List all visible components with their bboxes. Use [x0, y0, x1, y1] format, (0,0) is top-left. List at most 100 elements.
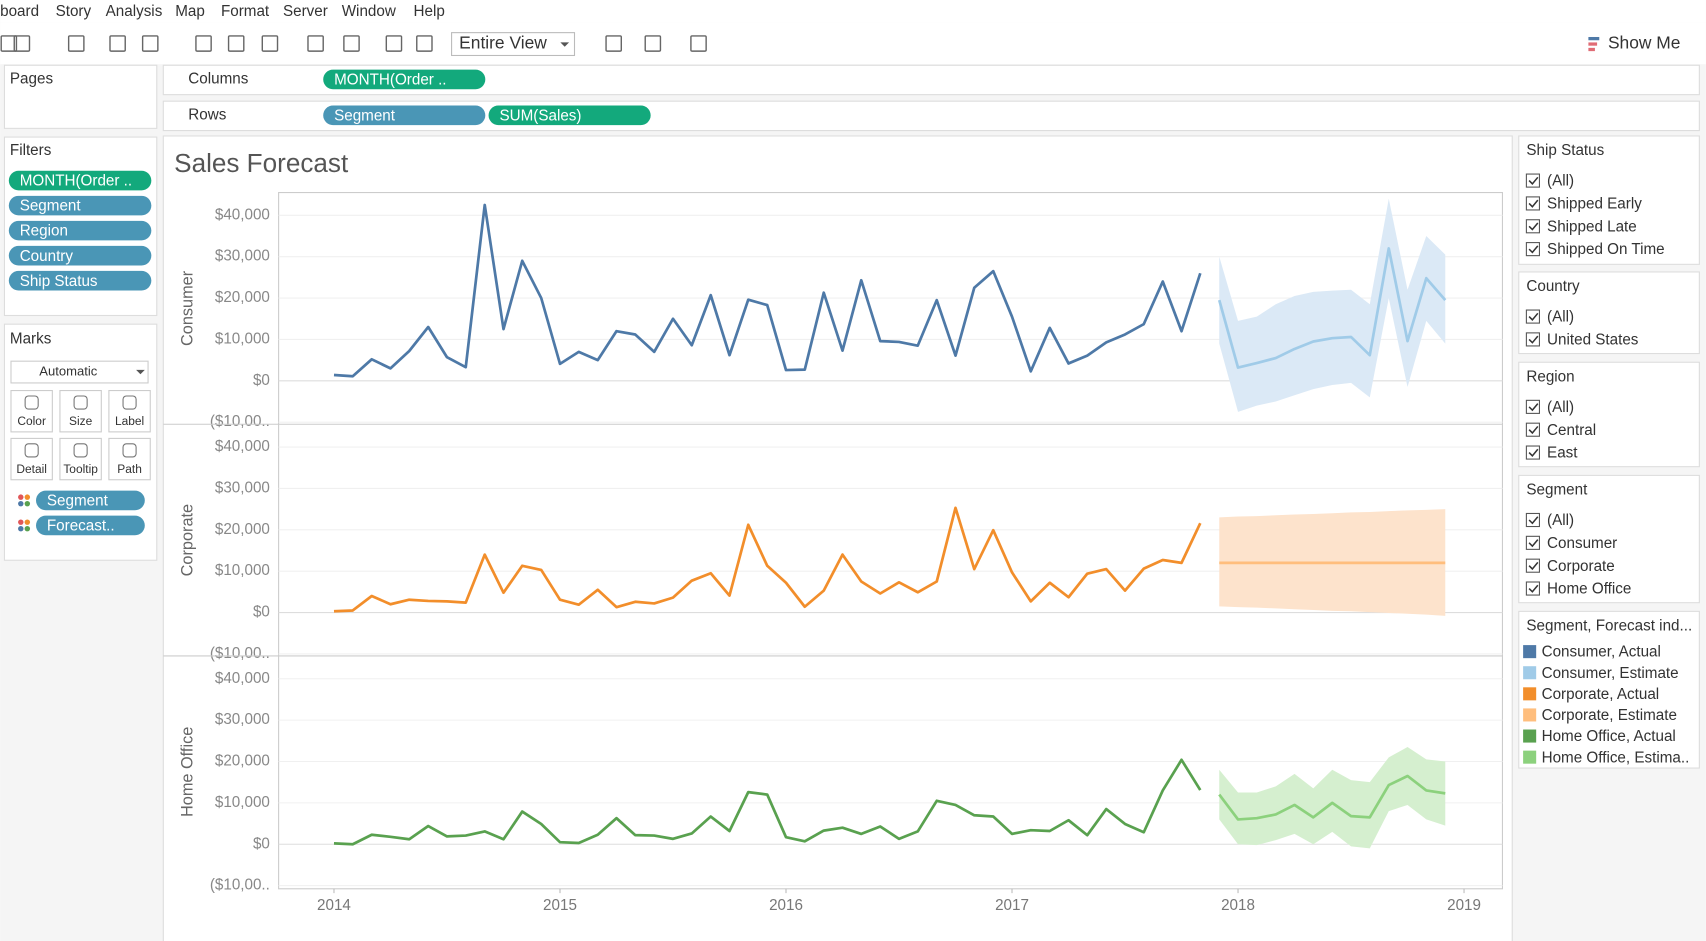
mark-type-dropdown[interactable]: [10, 360, 149, 384]
menu-item[interactable]: Analysis: [106, 3, 163, 20]
checkbox[interactable]: [1525, 581, 1540, 596]
filter-pill[interactable]: [8, 170, 152, 191]
color-icon: [18, 519, 24, 525]
filter-item[interactable]: Corporate: [1547, 558, 1615, 575]
toolbar-icon[interactable]: [227, 35, 245, 52]
legend-title: Segment, Forecast ind...: [1526, 618, 1692, 635]
marks-pill[interactable]: [36, 490, 145, 511]
y-tick-label: ($10,00..: [210, 645, 270, 662]
checkbox[interactable]: [1525, 535, 1540, 550]
series-line: [333, 758, 1202, 846]
mark-button[interactable]: [59, 437, 102, 481]
filter-item[interactable]: United States: [1547, 332, 1639, 349]
mark-button[interactable]: [108, 389, 151, 433]
toolbar-icon[interactable]: [109, 35, 126, 52]
mark-button[interactable]: [10, 389, 53, 433]
checkbox[interactable]: [1525, 219, 1540, 234]
menu-item[interactable]: board: [0, 3, 39, 20]
toolbar-icon[interactable]: [13, 35, 31, 52]
filter-item[interactable]: (All): [1547, 173, 1574, 190]
toolbar-icon[interactable]: [67, 35, 85, 52]
filter-item[interactable]: Shipped Late: [1547, 218, 1637, 235]
y-tick-label: $20,000: [215, 521, 270, 538]
filter-item[interactable]: Home Office: [1547, 581, 1631, 598]
filter-item[interactable]: Consumer: [1547, 535, 1617, 552]
fit-dropdown[interactable]: [451, 32, 576, 57]
checkmark: [1528, 425, 1539, 435]
fit-label: Entire View: [459, 33, 547, 53]
column-pill[interactable]: [323, 69, 486, 90]
menu-item[interactable]: Map: [175, 3, 205, 20]
menu-item[interactable]: Help: [414, 3, 445, 20]
filter-pill[interactable]: [8, 270, 152, 291]
checkbox[interactable]: [1525, 242, 1540, 257]
toolbar-icon[interactable]: [416, 35, 433, 52]
checkmark: [1528, 403, 1539, 412]
menu-item[interactable]: Window: [342, 3, 397, 20]
checkbox[interactable]: [1525, 445, 1540, 460]
legend-entry[interactable]: Home Office, Actual: [1542, 728, 1676, 745]
checkmark: [1528, 539, 1539, 548]
checkbox[interactable]: [1525, 309, 1540, 324]
filter-item[interactable]: Central: [1547, 422, 1596, 439]
filter-item[interactable]: (All): [1547, 399, 1574, 416]
toolbar-icon[interactable]: [690, 35, 707, 52]
checkbox[interactable]: [1525, 399, 1540, 414]
card: [1518, 361, 1700, 468]
filter-item[interactable]: Shipped On Time: [1547, 241, 1665, 258]
toolbar-icon[interactable]: [261, 35, 279, 52]
filter-card-title: Region: [1526, 369, 1574, 386]
toolbar-icon[interactable]: [307, 35, 324, 52]
checkbox[interactable]: [1525, 196, 1540, 211]
legend-entry[interactable]: Consumer, Actual: [1542, 644, 1661, 661]
filter-pill[interactable]: [8, 245, 152, 266]
series-line: [333, 203, 1202, 378]
checkbox[interactable]: [1525, 173, 1540, 188]
filter-item[interactable]: (All): [1547, 512, 1574, 529]
row-pill[interactable]: [323, 105, 486, 126]
toolbar-icon[interactable]: [141, 35, 159, 52]
legend-entry[interactable]: Corporate, Estimate: [1542, 707, 1677, 724]
mark-button[interactable]: [10, 437, 53, 481]
series-line: [1218, 774, 1446, 821]
row-pill[interactable]: [488, 105, 651, 126]
mark-button[interactable]: [59, 389, 102, 433]
mark-button[interactable]: [108, 437, 151, 481]
show-me[interactable]: Show Me: [1608, 33, 1681, 53]
checkbox[interactable]: [1525, 558, 1540, 573]
legend-entry[interactable]: Consumer, Estimate: [1542, 665, 1679, 682]
x-tick-label: 2017: [995, 897, 1029, 914]
toolbar-icon[interactable]: [385, 35, 403, 52]
filter-pill[interactable]: [8, 195, 152, 216]
checkbox[interactable]: [1525, 512, 1540, 528]
legend-entry[interactable]: Corporate, Actual: [1542, 686, 1660, 703]
menu-item[interactable]: Story: [56, 3, 92, 20]
toolbar-icon[interactable]: [195, 35, 212, 52]
filter-item[interactable]: Shipped Early: [1547, 196, 1642, 213]
checkmark: [1528, 176, 1539, 185]
checkbox[interactable]: [1525, 422, 1540, 437]
dropdown-arrow: [136, 369, 145, 375]
filter-item[interactable]: East: [1547, 445, 1578, 462]
legend-entry[interactable]: Home Office, Estima..: [1542, 749, 1690, 766]
filter-pill-label: Ship Status: [20, 273, 98, 290]
forecast-band: [1219, 747, 1446, 849]
filter-card-title: Segment: [1526, 482, 1588, 499]
filter-pill[interactable]: [8, 220, 152, 241]
y-tick-label: $10,000: [215, 330, 270, 347]
toolbar-icon[interactable]: [343, 35, 360, 52]
legend-swatch: [1523, 687, 1537, 701]
checkmark: [1528, 516, 1539, 525]
checkbox[interactable]: [1525, 332, 1540, 347]
menu-item[interactable]: Server: [283, 3, 328, 20]
row-pill-label: SUM(Sales): [499, 107, 581, 124]
filter-item[interactable]: (All): [1547, 309, 1574, 326]
menu-item[interactable]: Format: [221, 3, 270, 20]
marks-pill[interactable]: [36, 515, 145, 536]
rows-label: Rows: [188, 106, 226, 123]
toolbar-icon[interactable]: [605, 35, 622, 52]
toolbar-icon[interactable]: [0, 35, 18, 52]
column-pill-label: MONTH(Order ..: [334, 72, 446, 89]
toolbar-icon[interactable]: [644, 35, 662, 52]
